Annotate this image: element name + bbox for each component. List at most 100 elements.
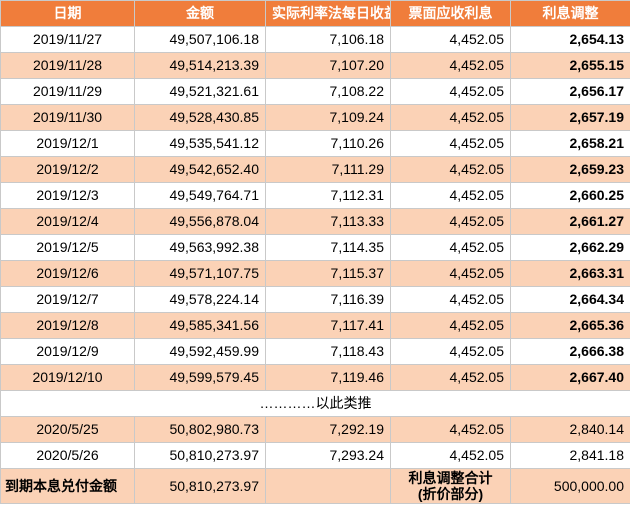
- adjust-total-label: 利息调整合计 (折价部分): [390, 468, 511, 504]
- cell-amount: 49,571,107.75: [134, 260, 266, 287]
- adjust-total-label-line2: (折价部分): [417, 486, 484, 502]
- table-body: 2019/11/27 49,507,106.18 7,106.18 4,452.…: [0, 26, 630, 504]
- cell-date: 2019/11/27: [0, 26, 135, 53]
- cell-yield: 7,113.33: [265, 208, 391, 235]
- cell-yield: 7,112.31: [265, 182, 391, 209]
- cell-adjust: 2,841.18: [510, 442, 630, 469]
- cell-amount: 49,549,764.71: [134, 182, 266, 209]
- table-row: 2019/12/6 49,571,107.75 7,115.37 4,452.0…: [0, 260, 630, 287]
- table-row: 2019/12/2 49,542,652.40 7,111.29 4,452.0…: [0, 156, 630, 183]
- cell-adjust: 2,657.19: [510, 104, 630, 131]
- cell-yield: 7,117.41: [265, 312, 391, 339]
- cell-coupon: 4,452.05: [390, 286, 511, 313]
- cell-coupon: 4,452.05: [390, 442, 511, 469]
- table-row: 2020/5/25 50,802,980.73 7,292.19 4,452.0…: [0, 416, 630, 443]
- cell-adjust: 2,658.21: [510, 130, 630, 157]
- cell-amount: 49,507,106.18: [134, 26, 266, 53]
- cell-yield: 7,106.18: [265, 26, 391, 53]
- header-amount: 金额: [134, 0, 266, 27]
- cell-amount: 49,563,992.38: [134, 234, 266, 261]
- header-row: 日期 金额 实际利率法每日收益 票面应收利息 利息调整: [0, 0, 630, 27]
- cell-date: 2019/12/7: [0, 286, 135, 313]
- table-row: 2019/11/30 49,528,430.85 7,109.24 4,452.…: [0, 104, 630, 131]
- table-row: 2019/11/27 49,507,106.18 7,106.18 4,452.…: [0, 26, 630, 53]
- cell-amount: 49,578,224.14: [134, 286, 266, 313]
- header-coupon-interest: 票面应收利息: [390, 0, 511, 27]
- cell-date: 2019/12/3: [0, 182, 135, 209]
- cell-amount: 49,585,341.56: [134, 312, 266, 339]
- cell-yield: 7,118.43: [265, 338, 391, 365]
- cell-yield: 7,111.29: [265, 156, 391, 183]
- cell-amount: 49,599,579.45: [134, 364, 266, 391]
- footer-spacer: [265, 468, 391, 504]
- ellipsis-text: …………以此类推: [0, 390, 630, 417]
- cell-adjust: 2,656.17: [510, 78, 630, 105]
- table-row: 2019/12/8 49,585,341.56 7,117.41 4,452.0…: [0, 312, 630, 339]
- cell-date: 2019/12/1: [0, 130, 135, 157]
- cell-adjust: 2,840.14: [510, 416, 630, 443]
- table-row: 2019/12/9 49,592,459.99 7,118.43 4,452.0…: [0, 338, 630, 365]
- cell-coupon: 4,452.05: [390, 78, 511, 105]
- cell-date: 2019/11/30: [0, 104, 135, 131]
- cell-amount: 49,521,321.61: [134, 78, 266, 105]
- table-row: 2020/5/26 50,810,273.97 7,293.24 4,452.0…: [0, 442, 630, 469]
- cell-coupon: 4,452.05: [390, 130, 511, 157]
- cell-yield: 7,292.19: [265, 416, 391, 443]
- table-header: 日期 金额 实际利率法每日收益 票面应收利息 利息调整: [0, 0, 630, 27]
- cell-yield: 7,108.22: [265, 78, 391, 105]
- cell-coupon: 4,452.05: [390, 26, 511, 53]
- cell-adjust: 2,655.15: [510, 52, 630, 79]
- header-date: 日期: [0, 0, 135, 27]
- table-row: 2019/12/4 49,556,878.04 7,113.33 4,452.0…: [0, 208, 630, 235]
- cell-date: 2019/12/8: [0, 312, 135, 339]
- cell-coupon: 4,452.05: [390, 234, 511, 261]
- cell-coupon: 4,452.05: [390, 182, 511, 209]
- cell-coupon: 4,452.05: [390, 156, 511, 183]
- cell-yield: 7,110.26: [265, 130, 391, 157]
- cell-yield: 7,293.24: [265, 442, 391, 469]
- cell-date: 2019/12/4: [0, 208, 135, 235]
- cell-adjust: 2,666.38: [510, 338, 630, 365]
- cell-date: 2020/5/26: [0, 442, 135, 469]
- cell-date: 2019/12/2: [0, 156, 135, 183]
- cell-coupon: 4,452.05: [390, 312, 511, 339]
- cell-date: 2019/11/29: [0, 78, 135, 105]
- header-actual-yield: 实际利率法每日收益: [265, 0, 391, 27]
- cell-adjust: 2,654.13: [510, 26, 630, 53]
- cell-adjust: 2,663.31: [510, 260, 630, 287]
- cell-adjust: 2,662.29: [510, 234, 630, 261]
- header-adjustment: 利息调整: [510, 0, 630, 27]
- cell-amount: 50,810,273.97: [134, 442, 266, 469]
- cell-adjust: 2,659.23: [510, 156, 630, 183]
- cell-date: 2019/12/6: [0, 260, 135, 287]
- cell-coupon: 4,452.05: [390, 104, 511, 131]
- maturity-label: 到期本息兑付金额: [0, 468, 135, 504]
- table-row: 2019/12/10 49,599,579.45 7,119.46 4,452.…: [0, 364, 630, 391]
- cell-coupon: 4,452.05: [390, 260, 511, 287]
- table-row: 2019/12/1 49,535,541.12 7,110.26 4,452.0…: [0, 130, 630, 157]
- table-row: 2019/12/7 49,578,224.14 7,116.39 4,452.0…: [0, 286, 630, 313]
- cell-date: 2019/11/28: [0, 52, 135, 79]
- ellipsis-row: …………以此类推: [0, 390, 630, 417]
- cell-adjust: 2,660.25: [510, 182, 630, 209]
- cell-yield: 7,107.20: [265, 52, 391, 79]
- cell-amount: 49,535,541.12: [134, 130, 266, 157]
- maturity-amount: 50,810,273.97: [134, 468, 266, 504]
- cell-coupon: 4,452.05: [390, 364, 511, 391]
- table-row: 2019/12/5 49,563,992.38 7,114.35 4,452.0…: [0, 234, 630, 261]
- cell-amount: 49,542,652.40: [134, 156, 266, 183]
- cell-amount: 49,556,878.04: [134, 208, 266, 235]
- table-row: 2019/11/29 49,521,321.61 7,108.22 4,452.…: [0, 78, 630, 105]
- cell-date: 2019/12/9: [0, 338, 135, 365]
- footer-row: 到期本息兑付金额 50,810,273.97 利息调整合计 (折价部分) 500…: [0, 468, 630, 504]
- cell-amount: 49,514,213.39: [134, 52, 266, 79]
- cell-adjust: 2,664.34: [510, 286, 630, 313]
- cell-yield: 7,115.37: [265, 260, 391, 287]
- cell-adjust: 2,661.27: [510, 208, 630, 235]
- cell-date: 2019/12/10: [0, 364, 135, 391]
- cell-amount: 49,528,430.85: [134, 104, 266, 131]
- cell-coupon: 4,452.05: [390, 416, 511, 443]
- table-row: 2019/11/28 49,514,213.39 7,107.20 4,452.…: [0, 52, 630, 79]
- cell-coupon: 4,452.05: [390, 52, 511, 79]
